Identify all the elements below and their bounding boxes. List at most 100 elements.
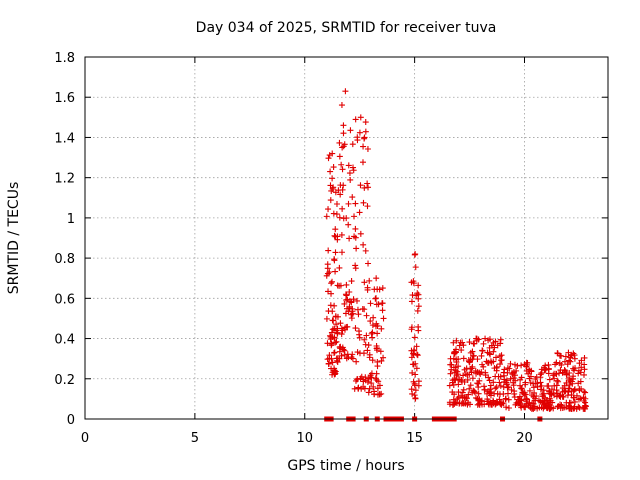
data-point [580,405,587,412]
data-point [582,389,589,396]
data-point [331,349,338,356]
data-point [362,128,369,135]
data-point [377,348,384,355]
data-point [485,337,492,344]
y-tick-label: 1.6 [54,91,75,106]
data-point [469,375,476,382]
data-point [344,296,351,303]
data-point [451,399,458,406]
data-point [518,385,525,392]
data-point [364,284,371,291]
data-point [483,390,490,397]
data-point [525,370,532,377]
data-point [415,282,422,289]
data-point [330,210,337,217]
data-point [346,303,353,310]
data-point [330,317,337,324]
data-point [518,385,525,392]
data-point [345,162,352,169]
data-point [447,370,454,377]
data-point [365,260,372,267]
data-point [345,200,352,207]
data-point [341,347,348,354]
y-tick-label: 1.8 [54,51,75,66]
data-point [409,369,416,376]
data-point [338,161,345,168]
data-point [532,375,539,382]
data-point [493,384,500,391]
data-point [503,404,510,411]
data-point [526,375,533,382]
data-point [468,369,475,376]
data-point [554,377,561,384]
data-point [360,143,367,150]
data-point [479,361,486,368]
data-point [450,396,457,403]
data-point [511,394,518,401]
data-point [538,382,545,389]
data-point [332,226,339,233]
data-point [490,358,497,365]
data-point [546,376,553,383]
data-point [560,393,567,400]
data-point [362,119,369,126]
data-point [530,384,537,391]
data-point [367,300,374,307]
x-tick-label: 0 [81,431,89,446]
data-point [369,357,376,364]
data-point [362,247,369,254]
data-point [478,352,485,359]
data-point [563,399,570,406]
data-point [342,310,349,317]
data-point [373,345,380,352]
data-point [497,399,504,406]
data-point [458,392,465,399]
data-point [450,339,457,346]
data-point [335,187,342,194]
data-point [533,393,540,400]
data-point [380,315,387,322]
data-point [500,400,507,407]
data-point [331,232,338,239]
data-point [325,206,332,213]
data-point [505,404,512,411]
data-point [349,194,356,201]
data-point [369,329,376,336]
data-point [357,182,364,189]
data-point [374,330,381,337]
data-point [326,269,333,276]
data-point [540,387,547,394]
data-point [372,295,379,302]
data-point [350,296,357,303]
data-point [352,225,359,232]
y-axis-label: SRMTID / TECUs [6,182,22,295]
data-point [487,392,494,399]
data-point [581,388,588,395]
data-point [412,371,419,378]
data-point [460,372,467,379]
data-point [532,397,539,404]
data-point [502,396,509,403]
data-point [332,233,339,240]
data-point [355,384,362,391]
data-point [337,320,344,327]
data-point [332,249,339,256]
data-point [453,337,460,344]
data-point [408,298,415,305]
data-point [336,153,343,160]
data-point [467,365,474,372]
data-point [570,388,577,395]
data-point [510,382,517,389]
data-point [501,366,508,373]
data-point [461,400,468,407]
data-point [348,311,355,318]
data-point [456,342,463,349]
plot-frame [84,56,609,420]
data-point [333,321,340,328]
data-point [469,348,476,355]
data-point [459,339,466,346]
data-point [350,164,357,171]
data-point [343,297,350,304]
data-point [575,367,582,374]
data-point [332,268,339,275]
